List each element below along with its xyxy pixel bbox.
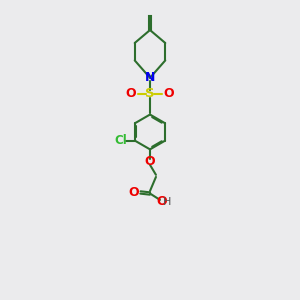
- Text: O: O: [129, 186, 140, 199]
- Text: S: S: [145, 87, 155, 100]
- Text: H: H: [163, 197, 171, 207]
- Text: O: O: [156, 195, 167, 208]
- Text: O: O: [145, 155, 155, 168]
- Text: N: N: [145, 71, 155, 84]
- Text: O: O: [126, 87, 136, 100]
- Text: O: O: [164, 87, 174, 100]
- Text: Cl: Cl: [114, 134, 127, 147]
